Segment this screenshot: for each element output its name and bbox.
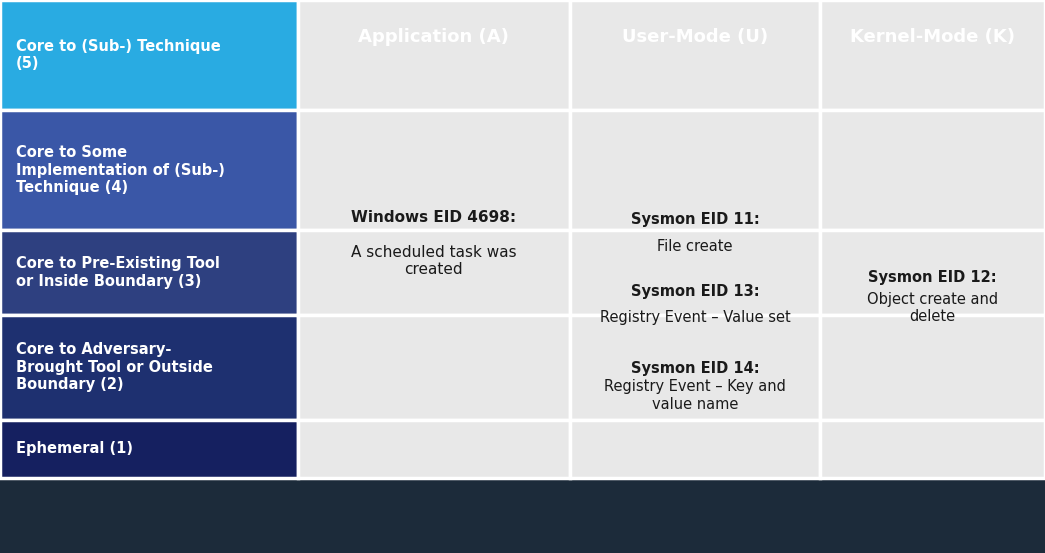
Text: Windows EID 4698:: Windows EID 4698:: [351, 210, 516, 226]
Text: Kernel-Mode (K): Kernel-Mode (K): [851, 28, 1015, 46]
Bar: [0, 315, 298, 420]
Bar: [570, 315, 820, 420]
Text: Core to Pre-Existing Tool
or Inside Boundary (3): Core to Pre-Existing Tool or Inside Boun…: [16, 256, 219, 289]
Text: Registry Event – Key and
value name: Registry Event – Key and value name: [604, 379, 786, 411]
Text: User-Mode (U): User-Mode (U): [622, 28, 768, 46]
Bar: [0, 0, 298, 110]
Bar: [820, 315, 1045, 420]
Text: File create: File create: [657, 238, 733, 254]
Bar: [570, 110, 820, 230]
Bar: [570, 0, 820, 110]
Bar: [570, 230, 820, 315]
Text: A scheduled task was
created: A scheduled task was created: [351, 244, 516, 277]
Text: Core to Adversary-
Brought Tool or Outside
Boundary (2): Core to Adversary- Brought Tool or Outsi…: [16, 342, 212, 392]
Bar: [298, 110, 570, 230]
Text: Sysmon EID 13:: Sysmon EID 13:: [630, 284, 760, 299]
Bar: [820, 0, 1045, 110]
Bar: [820, 110, 1045, 230]
Bar: [298, 230, 570, 315]
Text: Core to (Sub-) Technique
(5): Core to (Sub-) Technique (5): [16, 39, 220, 71]
Bar: [0, 230, 298, 315]
Bar: [298, 0, 570, 110]
Bar: [0, 110, 298, 230]
Text: Sysmon EID 14:: Sysmon EID 14:: [630, 361, 760, 377]
Text: Ephemeral (1): Ephemeral (1): [16, 441, 133, 456]
Bar: [820, 230, 1045, 315]
Text: Sysmon EID 11:: Sysmon EID 11:: [630, 212, 760, 227]
Bar: [0, 420, 298, 478]
Bar: [298, 315, 570, 420]
Bar: [0, 0, 1045, 75]
Text: Object create and
delete: Object create and delete: [867, 292, 998, 324]
Bar: [298, 420, 570, 478]
Text: Registry Event – Value set: Registry Event – Value set: [600, 310, 790, 326]
Bar: [570, 420, 820, 478]
Text: Core to Some
Implementation of (Sub-)
Technique (4): Core to Some Implementation of (Sub-) Te…: [16, 145, 225, 195]
Text: Application (A): Application (A): [358, 28, 509, 46]
Text: Sysmon EID 12:: Sysmon EID 12:: [868, 270, 997, 285]
Bar: [820, 420, 1045, 478]
